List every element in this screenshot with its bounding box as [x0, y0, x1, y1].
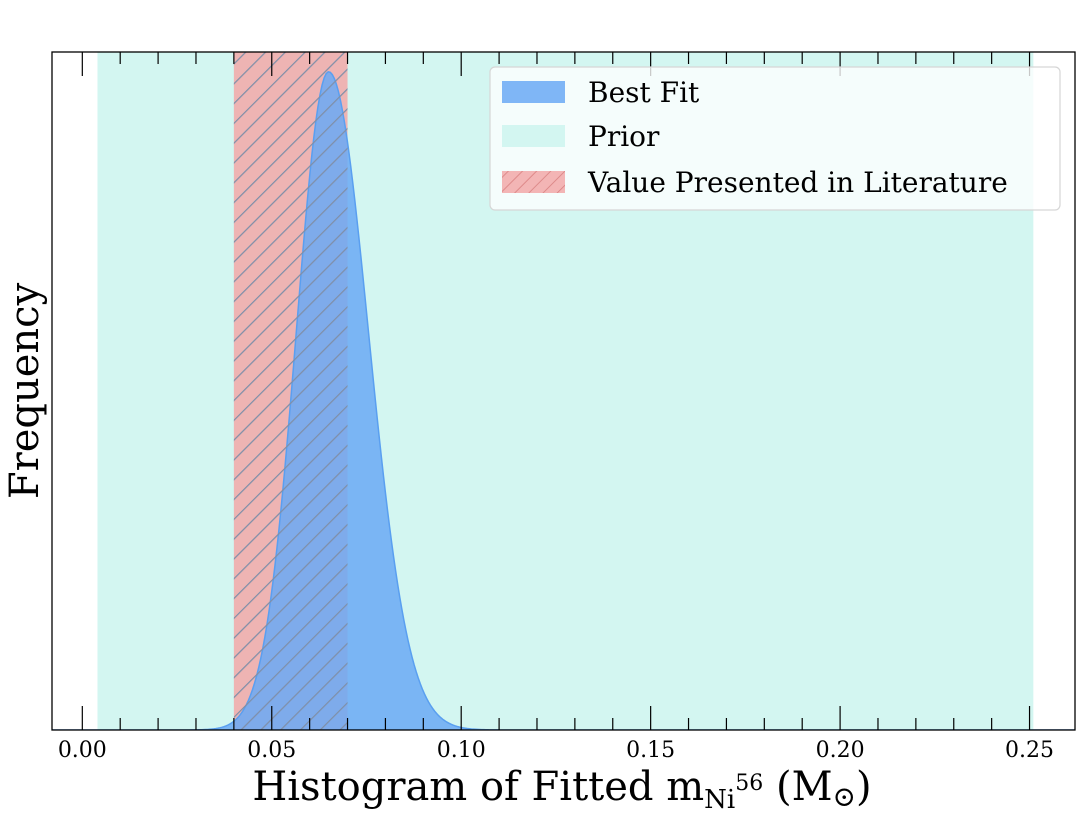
x-axis-title-sup: 56 [735, 771, 763, 796]
x-tick-label: 0.25 [1005, 738, 1054, 763]
x-tick-label: 0.10 [437, 738, 486, 763]
x-tick-label: 0.05 [247, 738, 296, 763]
x-axis-title-main: Histogram of Fitted m [252, 764, 704, 810]
x-axis-title-unit-open: (M [763, 764, 832, 810]
legend-box [489, 66, 1061, 211]
legend-swatch-prior [502, 125, 565, 147]
legend: Best Fit Prior Value Presented in Litera… [489, 66, 1061, 211]
legend-label-prior: Prior [588, 120, 660, 153]
legend-swatch-best-fit [502, 81, 565, 103]
y-axis-title: Frequency [2, 282, 48, 499]
literature-hatch [233, 52, 348, 730]
x-tick-label: 0.15 [626, 738, 675, 763]
x-axis-title: Histogram of Fitted mNi56 (M⊙) [252, 764, 871, 814]
x-axis-title-unit-close: ) [856, 764, 872, 810]
x-tick-label: 0.00 [58, 738, 107, 763]
x-tick-label: 0.20 [816, 738, 865, 763]
x-axis-title-sub: Ni [704, 785, 735, 814]
legend-label-best-fit: Best Fit [588, 76, 700, 109]
legend-label-literature: Value Presented in Literature [587, 166, 1008, 199]
legend-swatch-literature-hatch [502, 171, 565, 193]
x-axis-title-unit-sub: ⊙ [833, 780, 856, 813]
plot-frame [51, 51, 1076, 731]
